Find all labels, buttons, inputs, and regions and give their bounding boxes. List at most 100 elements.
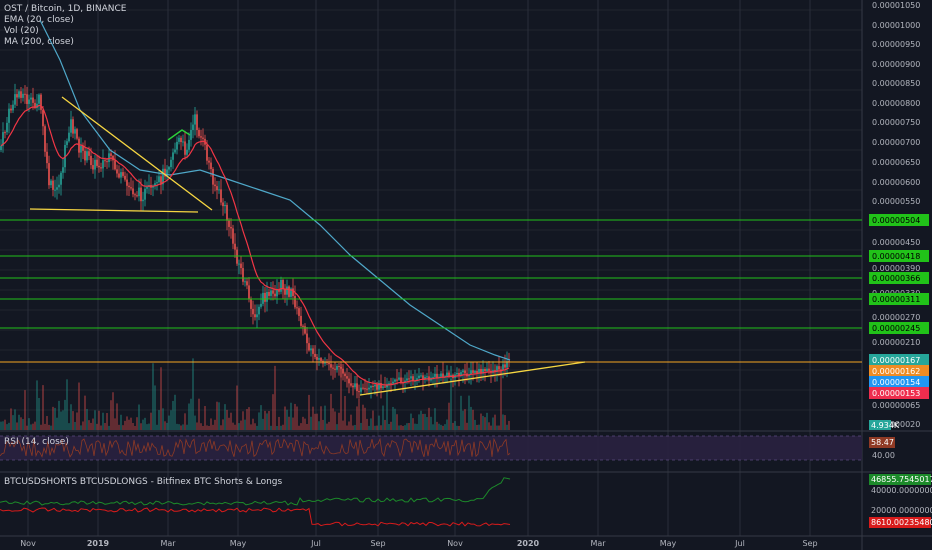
price-tick: 0.00000390 xyxy=(872,264,920,273)
volume-bar xyxy=(498,425,500,430)
volume-bar xyxy=(232,422,234,430)
volume-bar xyxy=(66,379,68,430)
candle-body xyxy=(20,91,22,98)
volume-bar xyxy=(34,421,36,430)
candle-body xyxy=(336,366,338,370)
candle-body xyxy=(190,129,192,140)
volume-bar xyxy=(272,394,274,430)
time-tick: 2019 xyxy=(87,539,110,548)
candle-body xyxy=(332,367,334,369)
volume-bar xyxy=(154,385,156,430)
candle-body xyxy=(354,383,356,388)
candle-body xyxy=(382,386,384,389)
candle-body xyxy=(120,172,122,178)
volume-bar xyxy=(276,425,278,430)
candle-body xyxy=(506,361,508,368)
price-tick: 0.00000270 xyxy=(872,313,920,322)
candle-body xyxy=(256,314,258,318)
volume-bar xyxy=(348,421,350,430)
volume-bar xyxy=(420,410,422,430)
volume-bar xyxy=(440,424,442,430)
candle-body xyxy=(140,187,142,202)
volume-bar xyxy=(436,421,438,430)
price-scale[interactable]: 0.00001050 0.00001000 0.00000950 0.00000900… xyxy=(869,1,932,528)
candle-body xyxy=(500,369,502,371)
volume-bar xyxy=(360,422,362,430)
volume-bar xyxy=(484,417,486,430)
candle-body xyxy=(476,370,478,374)
level-tag-bg xyxy=(869,250,929,262)
volume-bar xyxy=(248,407,250,430)
volume-bar xyxy=(194,415,196,430)
candle-body xyxy=(48,163,50,186)
candle-body xyxy=(244,281,246,283)
ls-axis-tick: 20000.00000000 xyxy=(871,506,932,515)
candle-body xyxy=(294,296,296,308)
volume-bar xyxy=(28,418,30,430)
candle-body xyxy=(448,372,450,377)
candle-body xyxy=(116,169,118,174)
volume-bar xyxy=(76,412,78,430)
candle-body xyxy=(198,130,200,137)
candle-body xyxy=(96,159,98,166)
candle-body xyxy=(224,204,226,207)
volume-bar xyxy=(168,415,170,430)
legend-vol: Vol (20) xyxy=(4,26,39,36)
volume-bar xyxy=(18,414,20,430)
candle-body xyxy=(40,94,42,110)
candle-body xyxy=(494,370,496,373)
volume-bar xyxy=(362,404,364,430)
candle-body xyxy=(182,141,184,143)
price-tick: 0.00000800 xyxy=(872,99,920,108)
candle-body xyxy=(66,141,68,145)
candle-body xyxy=(496,366,498,373)
volume-bar xyxy=(40,424,42,430)
time-tick: Sep xyxy=(802,539,817,548)
volume-bar xyxy=(186,424,188,430)
volume-bar xyxy=(14,409,16,430)
volume-bar xyxy=(214,419,216,430)
volume-bar xyxy=(174,394,176,430)
volume-bar xyxy=(192,358,194,430)
volume-bar xyxy=(364,407,366,430)
volume-bar xyxy=(178,424,180,430)
candle-body xyxy=(52,180,54,190)
volume-bar xyxy=(336,424,338,430)
candle-body xyxy=(160,176,162,185)
candle-body xyxy=(316,356,318,360)
time-tick: Nov xyxy=(20,539,36,548)
legend-shorts-longs: BTCUSDSHORTS BTCUSDLONGS - Bitfinex BTC … xyxy=(4,477,283,487)
volume-bar xyxy=(412,418,414,430)
volume-tag-bg xyxy=(869,420,891,430)
volume-bar xyxy=(320,406,322,430)
candle-body xyxy=(260,303,262,307)
time-tick: Jul xyxy=(310,539,321,548)
candle-body xyxy=(44,126,46,152)
candle-body xyxy=(158,176,160,183)
volume-bar xyxy=(48,424,50,430)
candle-body xyxy=(286,286,288,295)
candle-body xyxy=(42,109,44,127)
time-scale[interactable]: Nov 2019 Mar May Jul Sep Nov 2020 Mar May Jul Sep xyxy=(20,539,817,548)
volume-bar xyxy=(460,395,462,430)
candle-body xyxy=(254,314,256,318)
candle-body xyxy=(124,175,126,180)
candle-body xyxy=(426,376,428,378)
candle-body xyxy=(50,180,52,186)
volume-bar xyxy=(324,405,326,430)
candle-body xyxy=(36,103,38,109)
volume-bar xyxy=(128,419,130,430)
volume-bar xyxy=(102,412,104,430)
volume-bar xyxy=(300,423,302,430)
price-tag-bg xyxy=(869,354,929,366)
candle-body xyxy=(226,204,228,221)
volume-bar xyxy=(6,424,8,430)
volume-bar xyxy=(392,406,394,430)
volume-bar xyxy=(502,414,504,430)
volume-bar xyxy=(458,425,460,430)
candle-body xyxy=(250,298,252,309)
candle-body xyxy=(288,286,290,297)
candle-body xyxy=(6,122,8,133)
